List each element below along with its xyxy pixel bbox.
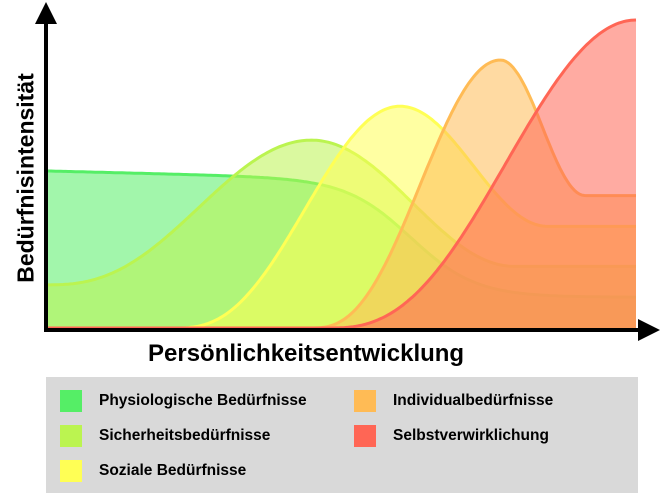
y-axis-label: Bedürfnisintensität: [12, 73, 39, 283]
legend-item-physiologische: Physiologische Bedürfnisse: [60, 390, 307, 412]
x-axis-label: Persönlichkeitsentwicklung: [148, 340, 465, 367]
legend-item-selbst: Selbstverwirklichung: [354, 425, 549, 447]
legend-label: Physiologische Bedürfnisse: [99, 392, 307, 409]
legend-swatch: [354, 425, 376, 447]
area-series-5: [46, 20, 636, 328]
legend-label: Sicherheitsbedürfnisse: [99, 427, 271, 444]
legend-item-soziale: Soziale Bedürfnisse: [60, 460, 246, 482]
legend-swatch: [60, 460, 82, 482]
legend-item-individual: Individualbedürfnisse: [354, 390, 553, 412]
chart-axes: [35, 2, 660, 341]
legend-label: Selbstverwirklichung: [393, 427, 549, 444]
legend-swatch: [60, 390, 82, 412]
chart-areas: [45, 18, 637, 330]
legend-label: Individualbedürfnisse: [393, 392, 554, 409]
y-axis-arrowhead: [35, 2, 57, 24]
legend-label: Soziale Bedürfnisse: [99, 462, 247, 479]
legend-item-sicherheit: Sicherheitsbedürfnisse: [60, 425, 270, 447]
legend: Physiologische Bedürfnisse Sicherheitsbe…: [46, 377, 638, 493]
x-axis-arrowhead: [638, 319, 660, 341]
legend-swatch: [354, 390, 376, 412]
legend-swatch: [60, 425, 82, 447]
